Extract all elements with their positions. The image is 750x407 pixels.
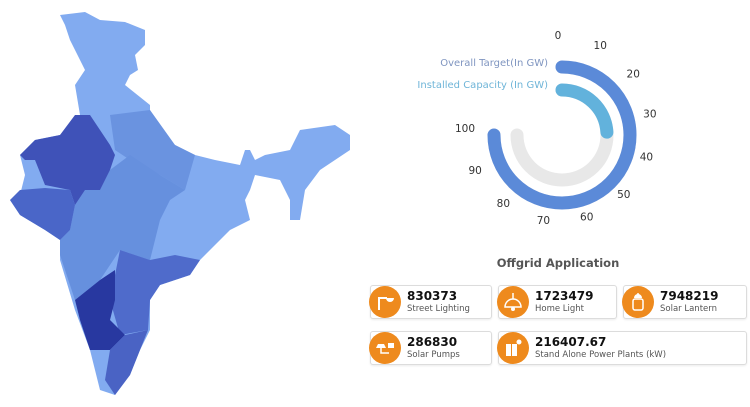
offgrid-label: Street Lighting: [407, 304, 470, 314]
solar-pump-icon: [369, 332, 401, 364]
map-region-central[interactable]: [60, 155, 185, 300]
axis-tick-label: 50: [617, 189, 630, 201]
offgrid-value: 286830: [407, 335, 458, 349]
axis-tick-label: 0: [555, 30, 562, 42]
axis-tick-label: 80: [497, 198, 510, 210]
map-region-tamil-nadu[interactable]: [105, 330, 148, 395]
offgrid-label: Stand Alone Power Plants (kW): [535, 350, 667, 360]
axis-tick-label: 30: [643, 108, 656, 120]
pendant-lamp-icon: [497, 286, 529, 318]
offgrid-value: 7948219: [660, 289, 719, 303]
legend-installed-capacity: Installed Capacity (In GW): [417, 80, 548, 91]
lantern-icon: [622, 286, 654, 318]
offgrid-title: Offgrid Application: [496, 256, 620, 270]
axis-tick-label: 100: [455, 123, 475, 135]
map-region-andhra[interactable]: [110, 250, 200, 335]
map-region-up[interactable]: [110, 110, 195, 190]
radial-bar-overall-target: [487, 60, 637, 210]
map-region-karnataka[interactable]: [75, 270, 125, 350]
street-light-icon: [369, 286, 401, 318]
legend-overall-target: Overall Target(In GW): [440, 58, 548, 69]
radial-bar-installed-capacity: [555, 83, 614, 139]
offgrid-label: Home Light: [535, 304, 585, 314]
axis-tick-label: 40: [640, 152, 653, 164]
axis-tick-label: 20: [627, 68, 640, 80]
axis-tick-label: 70: [537, 215, 550, 227]
offgrid-label: Solar Lantern: [660, 304, 717, 314]
radial-bar-chart: 0 10 20 30 40 50 60 70 80 90 100: [455, 30, 657, 227]
offgrid-value: 216407.67: [535, 335, 607, 349]
offgrid-card-stand-alone-plants[interactable]: 216407.67 Stand Alone Power Plants (kW): [497, 331, 747, 365]
solar-panel-icon: [497, 332, 529, 364]
axis-tick-label: 90: [468, 165, 481, 177]
offgrid-card-solar-pumps[interactable]: 286830 Solar Pumps: [369, 331, 492, 365]
offgrid-value: 830373: [407, 289, 458, 303]
axis-tick-label: 10: [594, 40, 607, 52]
map-region-rajasthan[interactable]: [20, 115, 115, 205]
offgrid-label: Solar Pumps: [407, 350, 460, 360]
map-region-gujarat[interactable]: [10, 188, 75, 240]
offgrid-value: 1723479: [535, 289, 594, 303]
offgrid-card-street-lighting[interactable]: 830373 Street Lighting: [369, 285, 492, 319]
axis-tick-label: 60: [580, 211, 593, 223]
india-state-map: [10, 12, 350, 395]
offgrid-card-solar-lantern[interactable]: 7948219 Solar Lantern: [622, 285, 747, 319]
offgrid-card-home-light[interactable]: 1723479 Home Light: [497, 285, 617, 319]
